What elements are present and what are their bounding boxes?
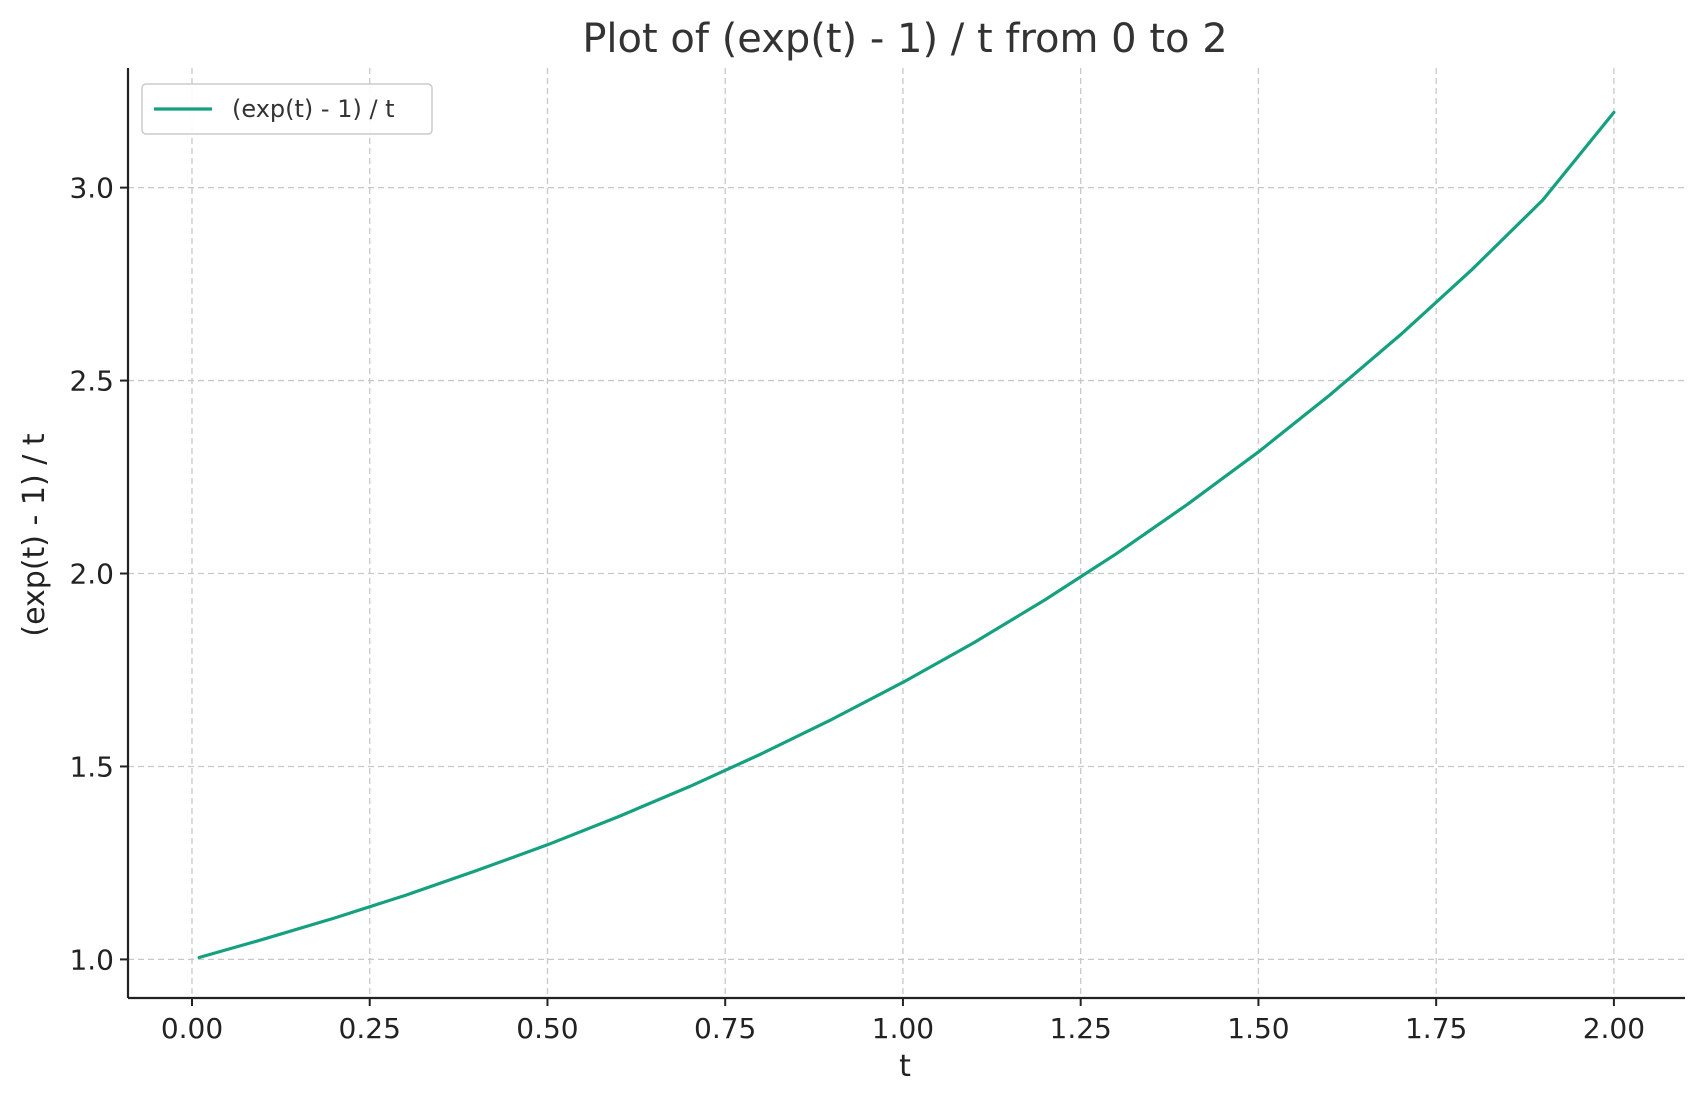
x-axis-label: t xyxy=(899,1049,911,1084)
series-line xyxy=(197,110,1616,960)
x-tick-label: 2.00 xyxy=(1583,1012,1645,1045)
x-tick-label: 0.00 xyxy=(161,1012,223,1045)
y-tick-label: 2.0 xyxy=(69,558,114,591)
x-tick-label: 1.25 xyxy=(1050,1012,1112,1045)
grid xyxy=(128,68,1685,998)
y-tick-label: 1.0 xyxy=(69,943,114,976)
y-axis-label: (exp(t) - 1) / t xyxy=(17,433,52,636)
legend-label: (exp(t) - 1) / t xyxy=(232,95,395,123)
axes xyxy=(126,68,1685,1000)
series-group xyxy=(197,110,1616,960)
y-tick-label: 1.5 xyxy=(69,750,114,783)
x-axis-ticks: 0.00 0.25 0.50 0.75 1.00 1.25 1.50 1.75 2.00 xyxy=(161,998,1645,1045)
x-tick-label: 0.25 xyxy=(339,1012,401,1045)
x-tick-label: 1.75 xyxy=(1405,1012,1467,1045)
y-tick-label: 2.5 xyxy=(69,365,114,398)
x-tick-label: 0.50 xyxy=(516,1012,578,1045)
x-tick-label: 1.00 xyxy=(872,1012,934,1045)
y-tick-label: 3.0 xyxy=(69,172,114,205)
legend-box xyxy=(141,83,433,135)
legend: (exp(t) - 1) / t xyxy=(141,83,433,135)
x-tick-label: 0.75 xyxy=(694,1012,756,1045)
chart-title: Plot of (exp(t) - 1) / t from 0 to 2 xyxy=(582,16,1227,62)
y-axis-ticks: 1.0 1.5 2.0 2.5 3.0 xyxy=(69,172,128,976)
x-tick-label: 1.50 xyxy=(1227,1012,1289,1045)
